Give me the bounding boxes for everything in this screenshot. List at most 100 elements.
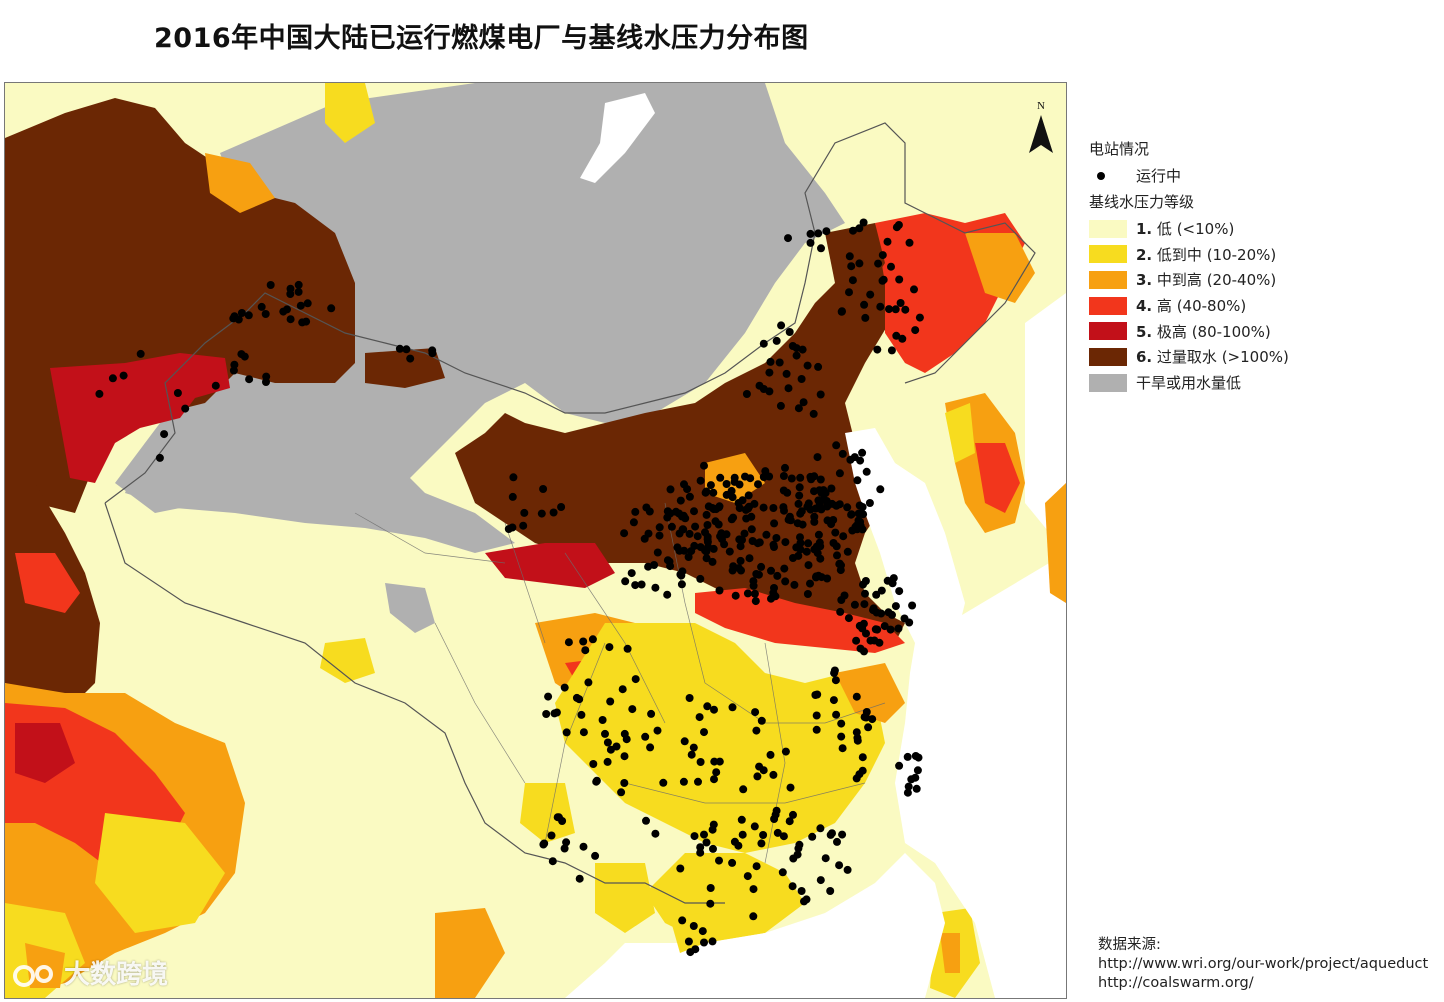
coal-plant-dot <box>770 584 778 592</box>
coal-plant-dot <box>908 601 917 610</box>
coal-plant-dot <box>691 522 700 531</box>
extreme-stress-west <box>50 353 230 483</box>
coal-plant-dot <box>714 520 723 529</box>
coal-plant-dot <box>709 488 718 497</box>
japan-island <box>1045 483 1066 603</box>
coal-plant-dot <box>911 752 920 760</box>
coal-plant-dot <box>562 838 571 847</box>
coal-plant-dot <box>666 485 675 494</box>
coal-plant-dot <box>816 824 825 833</box>
coal-plant-dot <box>286 290 295 298</box>
coal-plant-dot <box>865 499 874 507</box>
coal-plant-dot <box>817 244 825 253</box>
coal-plant-dot <box>836 607 845 616</box>
coal-plant-dot <box>823 574 832 583</box>
coal-plant-dot <box>853 476 862 485</box>
south-china-sea <box>565 853 945 998</box>
coal-plant-dot <box>700 830 708 839</box>
coal-plant-dot <box>704 502 713 511</box>
arid-region-mongolia <box>115 83 845 523</box>
coal-plant-dot <box>838 449 847 458</box>
coal-plant-dot <box>730 837 739 846</box>
legend-row-operating: 运行中 <box>1089 163 1429 189</box>
coal-plant-dot <box>702 487 711 496</box>
coal-plant-dot <box>876 485 885 494</box>
coal-plant-dot <box>785 328 794 336</box>
coal-plant-dot <box>858 753 867 762</box>
legend-row: 3. 中到高 (20-40%) <box>1089 267 1429 293</box>
coal-plant-dot <box>298 318 307 327</box>
coal-plant-dot <box>809 409 818 418</box>
coal-plant-dot <box>703 521 712 529</box>
korea-high <box>975 443 1020 513</box>
legend: 电站情况 运行中 基线水压力等级 1. 低 (<10%) 2. 低到中 (10-… <box>1089 136 1429 396</box>
coal-plant-dot <box>679 777 688 786</box>
coal-plant-dot <box>843 865 852 874</box>
coal-plant-dot <box>797 887 806 895</box>
coal-plant-dot <box>790 580 799 589</box>
coal-plant-dot <box>877 586 886 595</box>
coal-plant-dot <box>781 463 789 472</box>
coal-plant-dot <box>799 398 808 407</box>
coal-plant-dot <box>730 473 739 482</box>
coal-plant-dot <box>731 591 740 600</box>
coal-plant-dot <box>843 547 852 556</box>
coal-plant-dot <box>750 822 759 831</box>
legend-item-label: 低到中 (10-20%) <box>1156 245 1277 264</box>
coal-plant-dot <box>631 581 640 590</box>
coal-plant-dot <box>766 750 775 759</box>
coal-plant-dot <box>781 538 790 547</box>
coal-plant-dot <box>618 685 627 694</box>
coal-plant-dot <box>722 490 731 499</box>
coal-plant-dot <box>759 766 768 775</box>
coal-plant-dot <box>584 678 593 687</box>
coal-plant-dot <box>779 503 788 512</box>
coal-plant-dot <box>832 710 841 719</box>
low-medium-tibet-s <box>320 638 375 683</box>
coal-plant-dot <box>644 562 653 571</box>
coal-plant-dot <box>508 492 517 501</box>
coal-plant-dot <box>759 831 768 839</box>
coal-plant-dot <box>895 761 904 770</box>
coal-plant-dot <box>700 728 708 737</box>
medium-high-northeast <box>965 233 1035 303</box>
coal-plant-dot <box>803 590 812 598</box>
coal-plant-dot <box>789 854 798 863</box>
coal-plant-dot <box>641 732 650 741</box>
coal-plant-dot <box>552 708 561 717</box>
extreme-stress-india <box>15 723 75 783</box>
legend-swatch <box>1089 322 1127 341</box>
coal-plant-dot <box>685 694 694 702</box>
coal-plant-dot <box>581 646 590 655</box>
coal-plant-dot <box>804 561 813 570</box>
coal-plant-dot <box>603 757 612 766</box>
coal-plant-dot <box>872 590 881 599</box>
coal-plant-dot <box>715 503 723 512</box>
coal-plant-dot <box>601 729 609 738</box>
coal-plant-dot <box>592 777 601 786</box>
legend-row: 4. 高 (40-80%) <box>1089 293 1429 319</box>
coal-plant-dot <box>844 614 853 623</box>
coal-plant-dot <box>680 737 689 746</box>
coal-plant-dot <box>874 259 883 268</box>
legend-item-num: 1. <box>1136 220 1153 239</box>
coal-plant-dot <box>715 757 724 766</box>
coal-plant-dot <box>736 542 745 551</box>
coal-plant-dot <box>891 602 900 611</box>
coal-plant-dot <box>878 251 887 260</box>
coal-plant-dot <box>837 307 846 316</box>
coal-plant-dot <box>702 554 711 563</box>
coal-plant-dot <box>806 472 815 481</box>
coal-plant-dot <box>868 715 877 724</box>
coal-plant-dot <box>772 806 781 815</box>
coal-plant-dot <box>651 583 660 592</box>
coal-plant-dot <box>689 922 698 930</box>
coal-plant-dot <box>685 492 694 501</box>
coal-plant-dot <box>892 331 901 340</box>
medium-high-kz2 <box>325 83 375 143</box>
coal-plant-dot <box>575 695 584 704</box>
medium-high-kz <box>205 153 275 213</box>
coal-plant-dot <box>806 505 815 514</box>
coal-plant-dot <box>759 503 768 512</box>
coal-plant-dot <box>773 828 782 837</box>
